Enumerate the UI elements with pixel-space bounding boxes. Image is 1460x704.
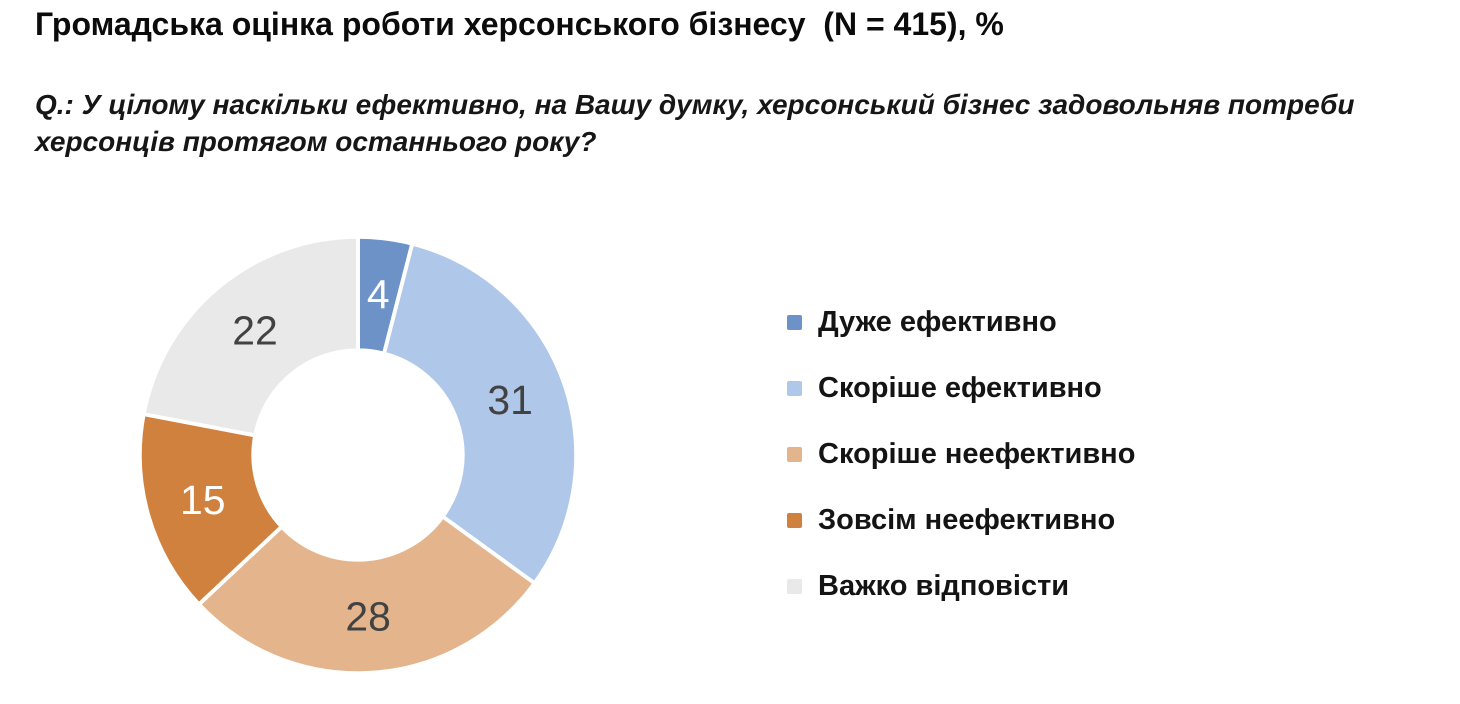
legend-swatch [787,578,802,594]
donut-slice [137,411,285,608]
legend-swatch [787,314,802,330]
legend-item: Скоріше неефективно [787,435,1135,473]
donut-slice [381,241,579,586]
legend-label: Скоріше неефективно [818,437,1136,470]
chart-title: Громадська оцінка роботи херсонського бі… [35,6,1004,42]
legend-label: Зовсім неефективно [818,503,1116,536]
chart-legend: Дуже ефективно Скоріше ефективно Скоріше н… [787,303,1135,633]
legend-item: Важко відповісти [787,567,1135,605]
slice-value-label: 22 [232,307,277,353]
donut-slice [141,234,360,438]
slice-value-label: 31 [487,377,532,423]
donut-chart: 4 31 28 15 22 [137,234,579,676]
legend-label: Важко відповісти [818,569,1070,602]
legend-item: Дуже ефективно [787,303,1135,341]
slice-value-label: 28 [345,593,390,639]
slice-value-label: 4 [367,272,390,318]
legend-label: Дуже ефективно [818,305,1057,338]
legend-label: Скоріше ефективно [818,371,1102,404]
slice-value-label: 15 [180,477,225,523]
legend-swatch [787,446,802,462]
chart-question: Q.: У цілому наскільки ефективно, на Ваш… [35,89,1355,157]
legend-item: Зовсім неефективно [787,501,1135,539]
legend-item: Скоріше ефективно [787,369,1135,407]
donut-slice [196,513,538,676]
legend-swatch [787,512,802,528]
legend-swatch [787,380,802,396]
